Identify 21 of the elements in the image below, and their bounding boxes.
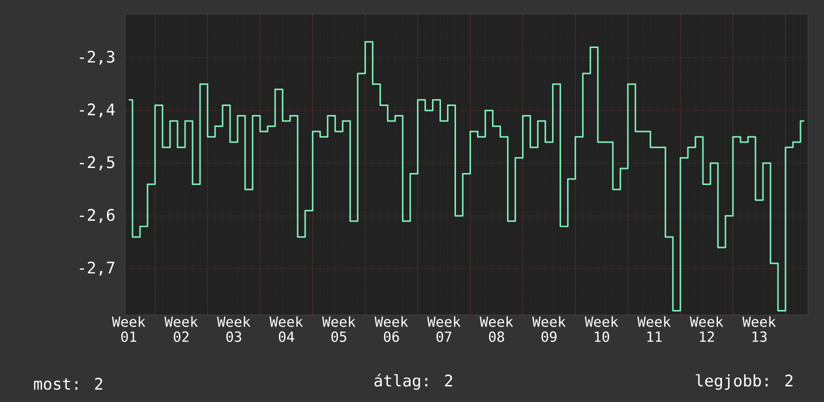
x-tick-label: Week 02: [164, 316, 198, 342]
y-tick-label: -2,3: [80, 50, 114, 65]
x-tick-label: Week 08: [480, 316, 514, 342]
x-tick-label: Week 05: [322, 316, 356, 342]
x-tick-label: Week 01: [112, 316, 146, 342]
x-tick-label: Week 09: [532, 316, 566, 342]
y-tick-label: -2,7: [80, 262, 114, 276]
y-tick-label: -2,5: [80, 156, 114, 170]
x-tick-label: Week 13: [742, 316, 776, 342]
text: most: 2: [34, 378, 102, 390]
x-tick-label: Week 10: [584, 316, 618, 342]
y-tick-label: -2,4: [80, 103, 115, 118]
x-tick-label: Week 07: [427, 316, 461, 342]
x-tick-label: Week 06: [374, 316, 408, 342]
y-tick-label: -2,6: [80, 208, 114, 223]
x-tick-label: Week 04: [270, 316, 303, 342]
x-tick-label: Week 12: [690, 316, 724, 342]
x-tick-label: Week 03: [217, 316, 250, 342]
text: legjobb: 2: [696, 374, 792, 390]
x-tick-label: Week 11: [637, 316, 671, 342]
text: átlag: 2: [374, 374, 452, 390]
